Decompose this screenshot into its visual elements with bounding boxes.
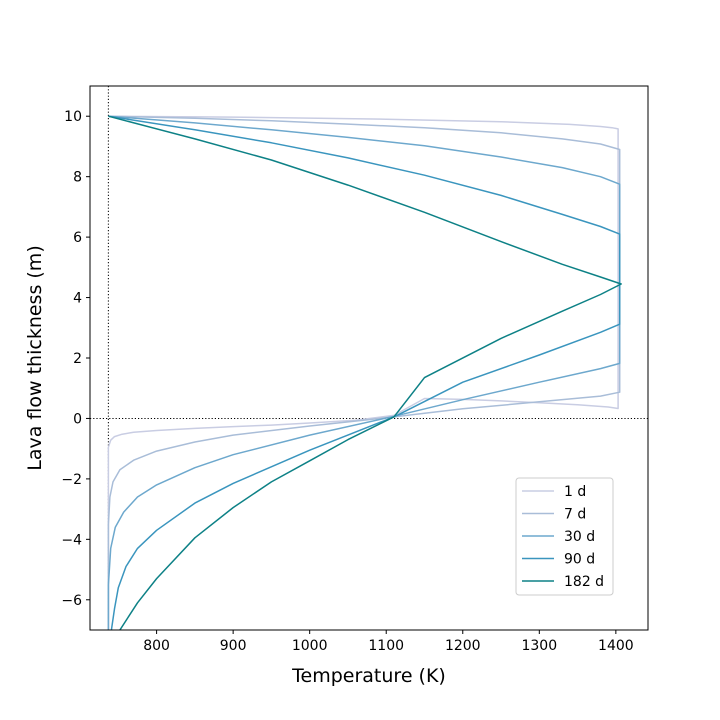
x-tick-label: 1000 [292,638,328,654]
legend-label: 30 d [564,529,595,545]
x-axis-title: Temperature (K) [291,665,446,687]
series-line-3 [108,115,621,630]
legend-label: 1 d [564,484,586,500]
y-tick-label: 2 [73,351,82,367]
y-tick-label: −2 [61,472,82,488]
x-tick-label: 1400 [598,638,634,654]
x-tick-label: 1200 [445,638,481,654]
series-line-1 [107,115,621,630]
x-axis: 800 900 1000 1100 1200 1300 1400 [143,630,634,654]
y-tick-label: 10 [64,109,82,125]
y-tick-label: 0 [73,411,82,427]
legend-box [515,477,614,596]
series-line-2 [107,115,621,630]
x-tick-label: 1300 [521,638,557,654]
legend-label: 7 d [564,507,586,523]
x-tick-label: 800 [143,638,170,654]
y-tick-label: 8 [73,170,82,186]
y-tick-label: −4 [61,532,82,548]
series-line-0 [107,115,619,630]
y-tick-label: 4 [73,291,82,307]
y-axis-title: Lava flow thickness (m) [24,245,46,470]
series-layer [107,115,622,630]
y-tick-label: 6 [73,230,82,246]
series-line-4 [108,115,622,630]
x-tick-label: 900 [220,638,247,654]
legend-label: 90 d [564,552,595,568]
y-axis: −6 −4 −2 0 2 4 6 8 10 [61,109,90,609]
y-tick-label: −6 [61,593,82,609]
legend-label: 182 d [564,574,604,590]
x-tick-label: 1100 [368,638,404,654]
legend: 1 d 7 d 30 d 90 d 182 d [515,477,614,596]
